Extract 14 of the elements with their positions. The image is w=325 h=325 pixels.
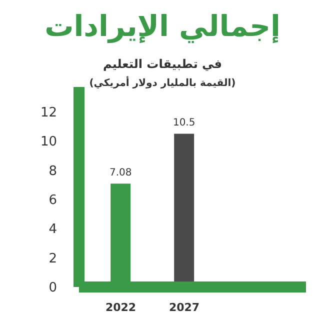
x-tick-label: 2027 xyxy=(168,300,200,314)
y-tick-label: 8 xyxy=(48,164,57,179)
y-tick-label: 4 xyxy=(48,222,57,238)
y-tick-label: 0 xyxy=(48,280,57,296)
data-label: 7.08 xyxy=(109,168,132,179)
y-tick-label: 2 xyxy=(48,251,57,266)
x-tick-label: 2022 xyxy=(105,300,136,314)
y-tick-label: 12 xyxy=(40,105,57,120)
chart-subtitle: في تطبيقات التعليم xyxy=(102,56,224,73)
annotation: (القيمة بالمليار دولار أمريكي) xyxy=(88,76,237,91)
y-tick-label: 6 xyxy=(48,193,57,208)
chart-title: إجمالي الإيرادات xyxy=(44,8,282,46)
y-tick-label: 10 xyxy=(40,134,57,150)
data-label: 10.5 xyxy=(172,118,196,129)
